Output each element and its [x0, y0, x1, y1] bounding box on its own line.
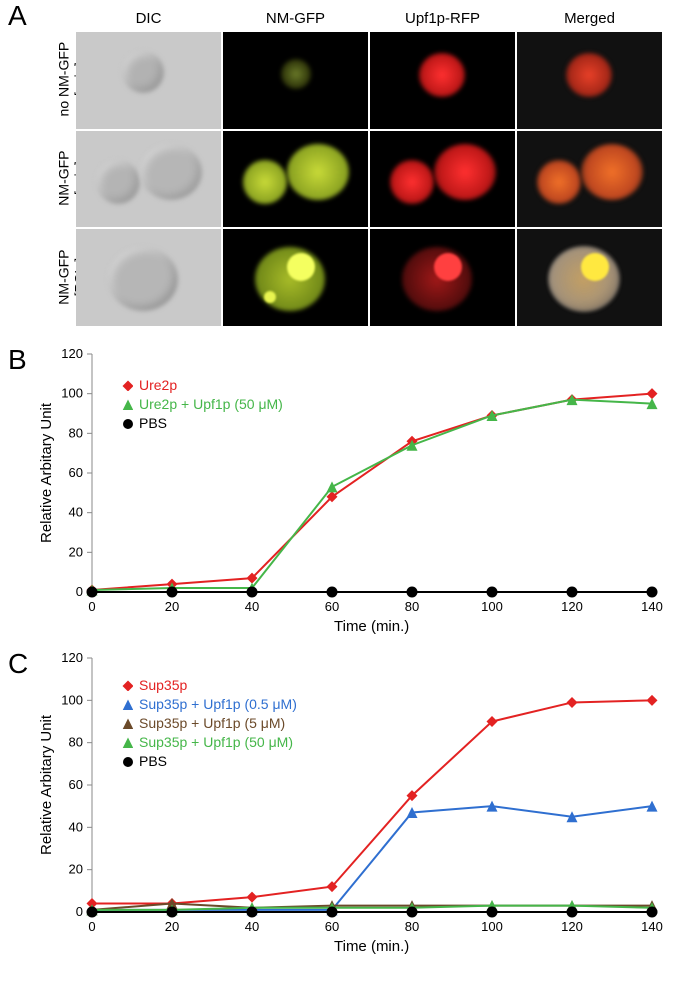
cell-r3-merge [517, 229, 662, 326]
cell-r3-rfp [370, 229, 515, 326]
svg-text:80: 80 [69, 425, 83, 440]
svg-text:0: 0 [88, 599, 95, 614]
figure: A no NM-GFP[psi−] NM-GFP[psi−] NM-GFP[PS… [0, 0, 677, 966]
svg-text:140: 140 [641, 599, 663, 614]
col-header-merge: Merged [517, 8, 662, 30]
cell-r2-dic [76, 131, 221, 228]
legend-item: Ure2p + Upf1p (50 μM) [122, 395, 283, 414]
panel-b: B 0 20 40 60 80 100 120 0 20 40 60 80 100 120 140 Rela… [0, 338, 677, 642]
panel-a-label: A [8, 0, 27, 32]
svg-text:80: 80 [405, 599, 419, 614]
svg-text:120: 120 [61, 346, 83, 361]
svg-text:80: 80 [69, 735, 83, 750]
svg-text:120: 120 [61, 650, 83, 665]
svg-text:40: 40 [245, 599, 259, 614]
cell-r3-gfp [223, 229, 368, 326]
svg-text:0: 0 [76, 584, 83, 599]
col-header-rfp: Upf1p-RFP [370, 8, 515, 30]
svg-text:80: 80 [405, 919, 419, 934]
cell-r1-dic [76, 32, 221, 129]
svg-text:60: 60 [325, 919, 339, 934]
svg-text:140: 140 [641, 919, 663, 934]
panel-c-label: C [8, 648, 28, 680]
svg-text:120: 120 [561, 599, 583, 614]
svg-text:100: 100 [481, 919, 503, 934]
svg-text:60: 60 [325, 599, 339, 614]
svg-text:60: 60 [69, 465, 83, 480]
col-header-dic: DIC [76, 8, 221, 30]
legend-item: Sup35p + Upf1p (5 μM) [122, 714, 297, 733]
panel-c-ylabel: Relative Arbitary Unit [38, 715, 55, 855]
cell-r2-gfp [223, 131, 368, 228]
svg-text:100: 100 [481, 599, 503, 614]
panel-c-xlabel: Time (min.) [334, 938, 409, 955]
svg-text:20: 20 [165, 919, 179, 934]
legend-item: Sup35p + Upf1p (50 μM) [122, 733, 297, 752]
cell-r2-merge [517, 131, 662, 228]
col-header-gfp: NM-GFP [223, 8, 368, 30]
svg-text:40: 40 [69, 505, 83, 520]
panel-b-label: B [8, 344, 27, 376]
cell-r3-dic [76, 229, 221, 326]
svg-text:100: 100 [61, 386, 83, 401]
cell-r1-merge [517, 32, 662, 129]
microscopy-grid: DIC NM-GFP Upf1p-RFP Merged [76, 8, 662, 326]
svg-text:100: 100 [61, 692, 83, 707]
legend-item: Sup35p [122, 676, 297, 695]
panel-b-legend: Ure2pUre2p + Upf1p (50 μM)PBS [122, 376, 283, 433]
svg-text:20: 20 [69, 544, 83, 559]
svg-text:20: 20 [165, 599, 179, 614]
panel-c-legend: Sup35pSup35p + Upf1p (0.5 μM)Sup35p + Up… [122, 676, 297, 770]
svg-text:0: 0 [88, 919, 95, 934]
legend-item: Ure2p [122, 376, 283, 395]
svg-text:120: 120 [561, 919, 583, 934]
svg-text:0: 0 [76, 904, 83, 919]
cell-r2-rfp [370, 131, 515, 228]
legend-item: PBS [122, 752, 297, 771]
panel-a-row-labels: no NM-GFP[psi−] NM-GFP[psi−] NM-GFP[PSI+… [34, 30, 76, 326]
svg-text:40: 40 [245, 919, 259, 934]
cell-r1-gfp [223, 32, 368, 129]
panel-c: C 0 20 40 60 80 100 120 0 20 40 60 80 100 120 140 Rela… [0, 642, 677, 966]
svg-text:20: 20 [69, 862, 83, 877]
panel-b-chart: 0 20 40 60 80 100 120 0 20 40 60 80 100 120 140 [0, 338, 677, 642]
svg-text:40: 40 [69, 819, 83, 834]
panel-b-ylabel: Relative Arbitary Unit [38, 403, 55, 543]
legend-item: Sup35p + Upf1p (0.5 μM) [122, 695, 297, 714]
svg-text:60: 60 [69, 777, 83, 792]
cell-r1-rfp [370, 32, 515, 129]
panel-c-chart: 0 20 40 60 80 100 120 0 20 40 60 80 100 120 140 [0, 642, 677, 966]
legend-item: PBS [122, 414, 283, 433]
panel-b-xlabel: Time (min.) [334, 618, 409, 635]
panel-a: A no NM-GFP[psi−] NM-GFP[psi−] NM-GFP[PS… [0, 0, 677, 338]
